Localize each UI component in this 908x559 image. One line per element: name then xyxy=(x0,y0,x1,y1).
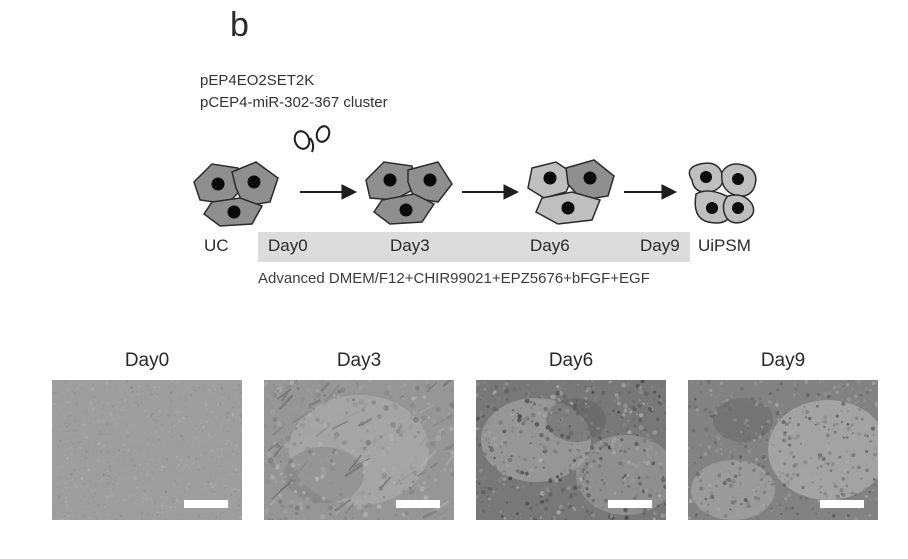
timeline-day3: Day3 xyxy=(390,236,430,256)
panel-label: b xyxy=(230,6,249,45)
micrograph-day0 xyxy=(52,380,242,520)
micrograph-day6 xyxy=(476,380,666,520)
cell-cluster-day0 xyxy=(192,158,292,230)
timeline-start: UC xyxy=(204,236,229,256)
scalebar xyxy=(608,500,652,508)
plasmid-labels: pEP4EO2SET2K pCEP4-miR-302-367 cluster xyxy=(200,70,388,114)
cell-cluster-day3 xyxy=(360,158,456,230)
micrograph-day0-wrap: Day0 xyxy=(52,350,242,520)
scalebar xyxy=(820,500,864,508)
micrograph-title-day6: Day6 xyxy=(476,350,666,372)
micrograph-title-day0: Day0 xyxy=(52,350,242,372)
timeline-day6: Day6 xyxy=(530,236,570,256)
plasmid-line-1: pEP4EO2SET2K xyxy=(200,70,388,92)
arrow-2 xyxy=(460,180,520,204)
micrograph-day6-wrap: Day6 xyxy=(476,350,666,520)
micrograph-row: Day0 Day3 Day6 Day9 xyxy=(52,350,856,520)
timeline-strip xyxy=(258,232,690,262)
timeline-end: UiPSM xyxy=(698,236,751,256)
plasmid-line-2: pCEP4-miR-302-367 cluster xyxy=(200,92,388,114)
micrograph-day3-wrap: Day3 xyxy=(264,350,454,520)
micrograph-day3 xyxy=(264,380,454,520)
micrograph-title-day3: Day3 xyxy=(264,350,454,372)
scalebar xyxy=(184,500,228,508)
cell-cluster-day6 xyxy=(522,158,618,230)
micrograph-title-day9: Day9 xyxy=(688,350,878,372)
micrograph-day9 xyxy=(688,380,878,520)
timeline: UC Day0 Day3 Day6 Day9 UiPSM xyxy=(200,232,748,262)
timeline-day9: Day9 xyxy=(640,236,680,256)
scalebar xyxy=(396,500,440,508)
timeline-day0: Day0 xyxy=(268,236,308,256)
medium-composition: Advanced DMEM/F12+CHIR99021+EPZ5676+bFGF… xyxy=(258,270,650,287)
reprogramming-schematic: pEP4EO2SET2K pCEP4-miR-302-367 cluster xyxy=(200,70,760,350)
cell-cluster-day9 xyxy=(678,160,762,230)
micrograph-day9-wrap: Day9 xyxy=(688,350,878,520)
arrow-3 xyxy=(622,180,678,204)
plasmid-icons xyxy=(290,124,334,164)
arrow-1 xyxy=(298,180,358,204)
figure-panel-b: b pEP4EO2SET2K pCEP4-miR-302-367 cluster xyxy=(0,0,908,559)
